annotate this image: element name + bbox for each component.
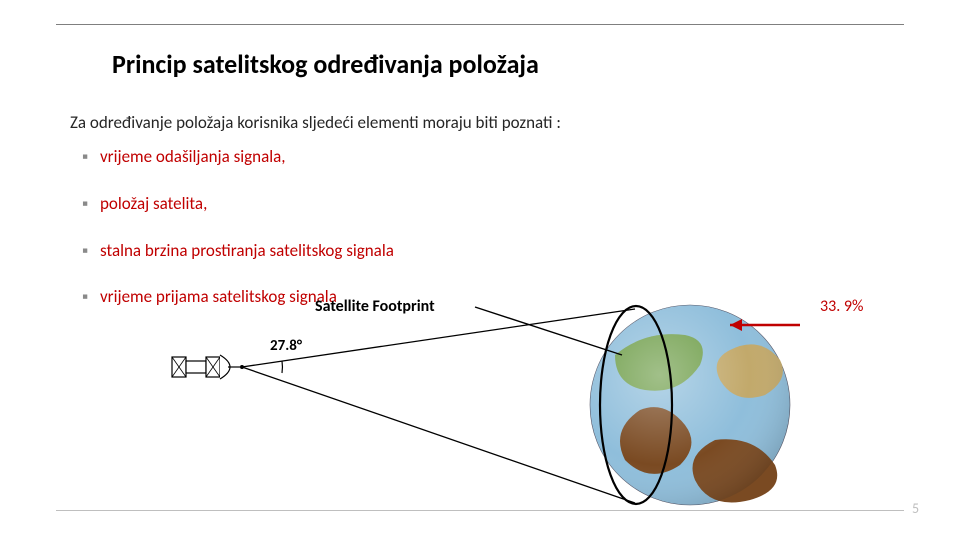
footprint-label: Satellite Footprint (315, 297, 435, 316)
bullet-item: položaj satelita, (82, 193, 394, 227)
satellite-icon (172, 355, 244, 379)
earth-globe (590, 305, 790, 505)
page-title: Princip satelitskog određivanja položaja (112, 48, 539, 80)
slide: Princip satelitskog određivanja položaja… (0, 0, 960, 540)
satellite-footprint-figure: 27.8° Satell (170, 295, 800, 515)
bullet-text: položaj satelita, (100, 193, 207, 214)
page-number: 5 (912, 500, 919, 517)
divider-top (56, 24, 904, 25)
figure-svg: 27.8° Satell (170, 295, 800, 515)
angle-label: 27.8° (270, 337, 303, 355)
divider-bottom (56, 510, 904, 511)
bullet-item: stalna brzina prostiranja satelitskog si… (82, 240, 394, 274)
bullet-text: vrijeme odašiljanja signala, (100, 146, 286, 167)
coverage-percent: 33. 9% (820, 297, 863, 316)
intro-text: Za određivanje položaja korisnika sljede… (70, 112, 561, 133)
ray-bottom (242, 367, 635, 503)
bullet-item: vrijeme odašiljanja signala, (82, 146, 394, 180)
bullet-text: stalna brzina prostiranja satelitskog si… (100, 240, 394, 261)
red-arrow (730, 319, 800, 331)
